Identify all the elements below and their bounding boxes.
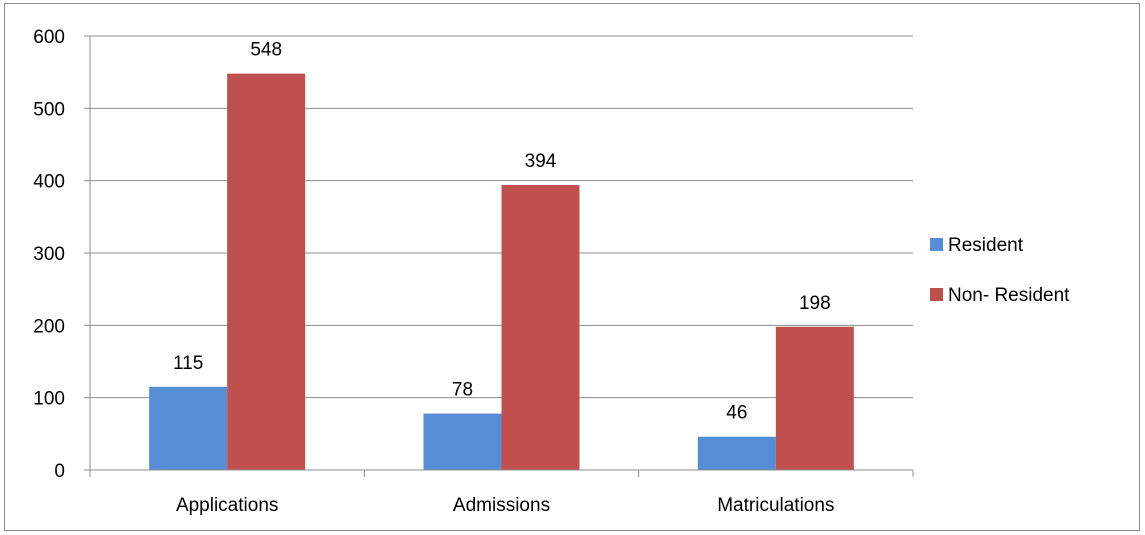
x-tick-label: Admissions [453,495,550,516]
data-label: 198 [799,293,831,314]
x-tick-label: Matriculations [717,495,834,516]
x-tick-label: Applications [176,495,278,516]
labels: 0 100 200 300 400 500 600 115 548 Applications 78 3… [33,27,834,516]
bar-resident-admissions [423,413,502,470]
bar-non-resident-applications [227,73,306,470]
legend-label: Resident [948,235,1024,256]
legend-swatch [930,238,943,251]
data-label: 548 [250,40,282,61]
data-label: 46 [726,403,747,424]
y-tick-label: 300 [33,244,65,265]
y-tick-label: 200 [33,316,65,337]
data-label: 115 [173,353,203,374]
bar-non-resident-matriculations [775,326,854,470]
bars [149,73,854,471]
bar-resident-applications [149,386,228,470]
legend-swatch [930,288,943,301]
legend: Resident Non- Resident [930,235,1070,306]
legend-label: Non- Resident [948,285,1070,306]
bar-non-resident-admissions [501,185,580,471]
axes [84,35,914,477]
y-tick-label: 400 [33,172,65,193]
y-tick-label: 500 [33,99,65,120]
y-tick-label: 600 [33,27,65,48]
y-tick-label: 0 [54,461,65,482]
bar-resident-matriculations [697,436,776,470]
data-label: 78 [452,380,473,401]
y-tick-label: 100 [33,389,65,410]
data-label: 394 [525,151,557,172]
